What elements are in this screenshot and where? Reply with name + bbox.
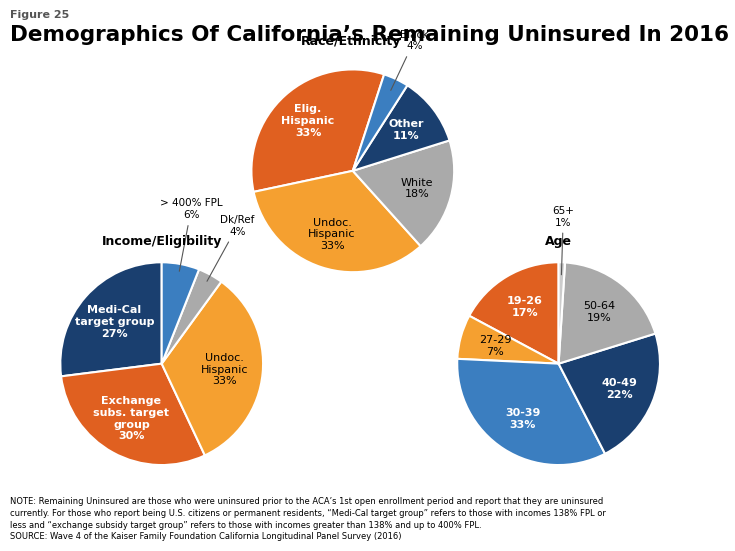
Text: Undoc.
Hispanic
33%: Undoc. Hispanic 33% xyxy=(309,218,356,251)
Wedge shape xyxy=(559,262,565,364)
Text: 65+
1%: 65+ 1% xyxy=(552,206,574,275)
Text: 50-64
19%: 50-64 19% xyxy=(584,301,615,323)
Text: Race/Ethnicity: Race/Ethnicity xyxy=(301,35,401,48)
Text: Other
11%: Other 11% xyxy=(388,120,423,141)
Wedge shape xyxy=(254,171,420,272)
Wedge shape xyxy=(251,69,384,192)
Text: Elig.
Hispanic
33%: Elig. Hispanic 33% xyxy=(282,105,334,138)
Wedge shape xyxy=(353,85,450,171)
Text: NOTE: Remaining Uninsured are those who were uninsured prior to the ACA’s 1st op: NOTE: Remaining Uninsured are those who … xyxy=(10,497,606,542)
Text: 40-49
22%: 40-49 22% xyxy=(601,379,637,400)
Text: 30-39
33%: 30-39 33% xyxy=(505,408,541,430)
Wedge shape xyxy=(457,316,559,364)
Wedge shape xyxy=(469,262,559,364)
Wedge shape xyxy=(353,141,454,246)
Text: White
18%: White 18% xyxy=(401,177,434,199)
Text: FOUNDATION: FOUNDATION xyxy=(656,538,703,543)
Text: Age: Age xyxy=(545,235,572,248)
Text: Black
4%: Black 4% xyxy=(391,30,429,90)
Text: Undoc.
Hispanic
33%: Undoc. Hispanic 33% xyxy=(201,353,248,386)
Wedge shape xyxy=(457,359,605,465)
Text: FAMILY: FAMILY xyxy=(653,523,705,536)
Wedge shape xyxy=(61,364,205,465)
Wedge shape xyxy=(559,262,656,364)
Wedge shape xyxy=(162,262,199,364)
Text: 19-26
17%: 19-26 17% xyxy=(507,296,542,318)
Text: Exchange
subs. target
group
30%: Exchange subs. target group 30% xyxy=(93,396,170,441)
Text: > 400% FPL
6%: > 400% FPL 6% xyxy=(159,198,223,271)
Text: 27-29
7%: 27-29 7% xyxy=(478,336,512,357)
Text: Income/Eligibility: Income/Eligibility xyxy=(101,235,222,248)
Wedge shape xyxy=(353,74,407,171)
Wedge shape xyxy=(559,333,660,454)
Wedge shape xyxy=(162,269,221,364)
Text: Demographics Of California’s Remaining Uninsured In 2016: Demographics Of California’s Remaining U… xyxy=(10,25,728,45)
Wedge shape xyxy=(60,262,162,376)
Wedge shape xyxy=(162,282,263,455)
Text: KAISER: KAISER xyxy=(652,511,706,524)
Text: Medi-Cal
target group
27%: Medi-Cal target group 27% xyxy=(75,305,154,339)
Text: THE HENRY J.: THE HENRY J. xyxy=(656,503,703,508)
Text: Dk/Ref
4%: Dk/Ref 4% xyxy=(207,215,254,281)
Text: Figure 25: Figure 25 xyxy=(10,10,69,20)
